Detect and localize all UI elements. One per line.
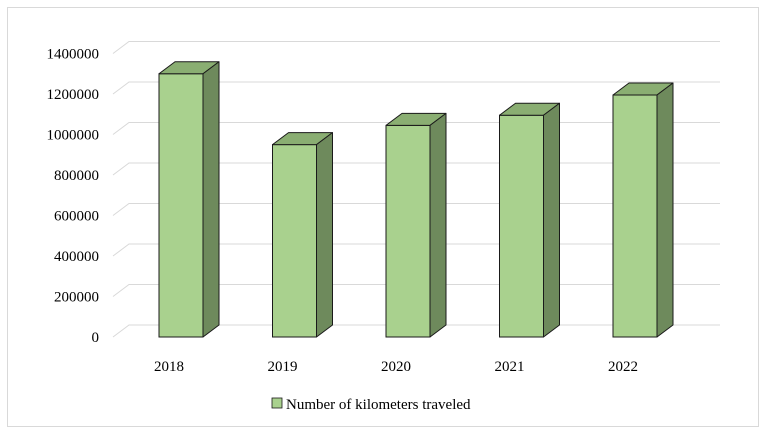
bar-front-3 (499, 114, 544, 338)
bar-front-2 (385, 124, 431, 338)
bar-front-0 (158, 73, 204, 338)
bar-front-4 (612, 94, 658, 338)
bar-2022 (612, 82, 674, 338)
bar-side-0 (202, 61, 220, 338)
y-tick-label-0: 0 (92, 330, 100, 346)
y-tick-label-3: 600000 (54, 209, 99, 225)
gridline-6 (112, 81, 720, 95)
bar-side-1 (316, 132, 333, 338)
x-tick-label-4: 2022 (608, 359, 638, 375)
bar-2020 (385, 112, 447, 338)
y-tick-label-5: 1000000 (47, 128, 100, 144)
bar-2021 (499, 102, 560, 338)
x-tick-label-1: 2019 (268, 359, 298, 375)
y-tick-label-1: 200000 (54, 290, 99, 306)
legend: Number of kilometers traveled (271, 397, 471, 413)
bar-front-1 (272, 144, 317, 338)
bar-side-2 (429, 112, 447, 338)
gridline-7 (112, 41, 720, 54)
bar-side-4 (656, 82, 674, 338)
bar-2018 (158, 61, 220, 338)
x-tick-label-0: 2018 (154, 359, 184, 375)
y-tick-label-2: 400000 (54, 249, 99, 265)
y-tick-label-6: 1200000 (47, 87, 100, 103)
x-tick-label-2: 2020 (381, 359, 411, 375)
x-axis-tick-labels: 2018 2019 2020 2021 2022 (154, 359, 638, 375)
y-tick-label-4: 800000 (54, 168, 99, 184)
legend-label: Number of kilometers traveled (286, 397, 471, 413)
bars (158, 61, 674, 338)
x-tick-label-3: 2021 (495, 359, 525, 375)
bar-2019 (272, 132, 333, 338)
y-tick-label-7: 1400000 (47, 47, 100, 63)
y-axis-tick-labels: 0 200000 400000 600000 800000 1000000 1200000 1… (47, 47, 100, 347)
legend-swatch (271, 397, 283, 409)
bar-side-3 (543, 102, 560, 338)
